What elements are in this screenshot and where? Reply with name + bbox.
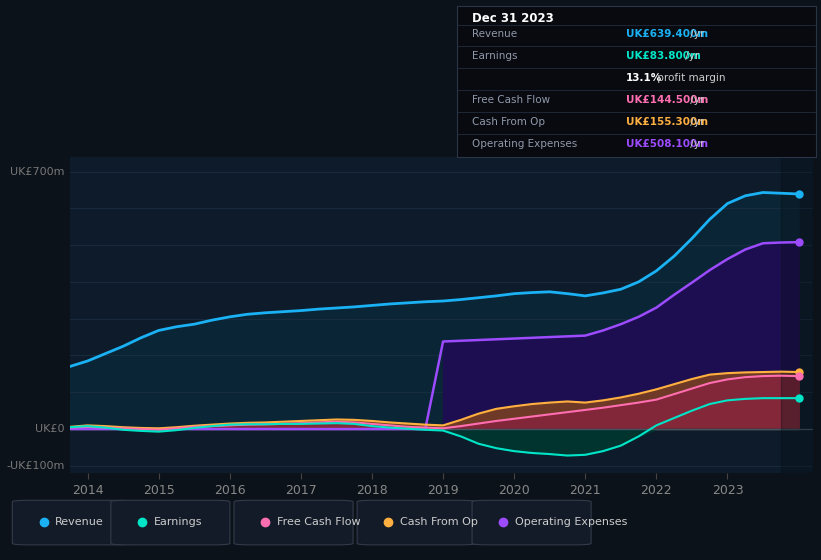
FancyBboxPatch shape [12,500,131,545]
Text: UK£0: UK£0 [35,424,65,434]
Text: Cash From Op: Cash From Op [471,116,544,127]
Text: Free Cash Flow: Free Cash Flow [277,517,360,527]
Text: Earnings: Earnings [154,517,202,527]
Text: UK£155.300m: UK£155.300m [626,116,708,127]
Text: profit margin: profit margin [654,73,725,83]
Text: /yr: /yr [687,29,704,39]
Text: Revenue: Revenue [55,517,103,527]
Text: UK£144.500m: UK£144.500m [626,95,709,105]
Text: Cash From Op: Cash From Op [400,517,478,527]
Bar [781,157,813,473]
FancyBboxPatch shape [234,500,353,545]
FancyBboxPatch shape [472,500,591,545]
Text: 13.1%: 13.1% [626,73,663,83]
Text: UK£700m: UK£700m [10,166,65,176]
Text: UK£83.800m: UK£83.800m [626,51,701,61]
Text: Operating Expenses: Operating Expenses [471,139,577,148]
Text: /yr: /yr [687,116,704,127]
Text: Revenue: Revenue [471,29,516,39]
Text: Operating Expenses: Operating Expenses [515,517,627,527]
Text: UK£508.100m: UK£508.100m [626,139,708,148]
Text: UK£639.400m: UK£639.400m [626,29,708,39]
FancyBboxPatch shape [357,500,476,545]
Text: Earnings: Earnings [471,51,517,61]
Text: Dec 31 2023: Dec 31 2023 [471,12,553,25]
Text: /yr: /yr [687,95,704,105]
Text: Free Cash Flow: Free Cash Flow [471,95,550,105]
FancyBboxPatch shape [111,500,230,545]
Text: -UK£100m: -UK£100m [7,461,65,471]
Text: /yr: /yr [681,51,699,61]
Text: /yr: /yr [687,139,704,148]
